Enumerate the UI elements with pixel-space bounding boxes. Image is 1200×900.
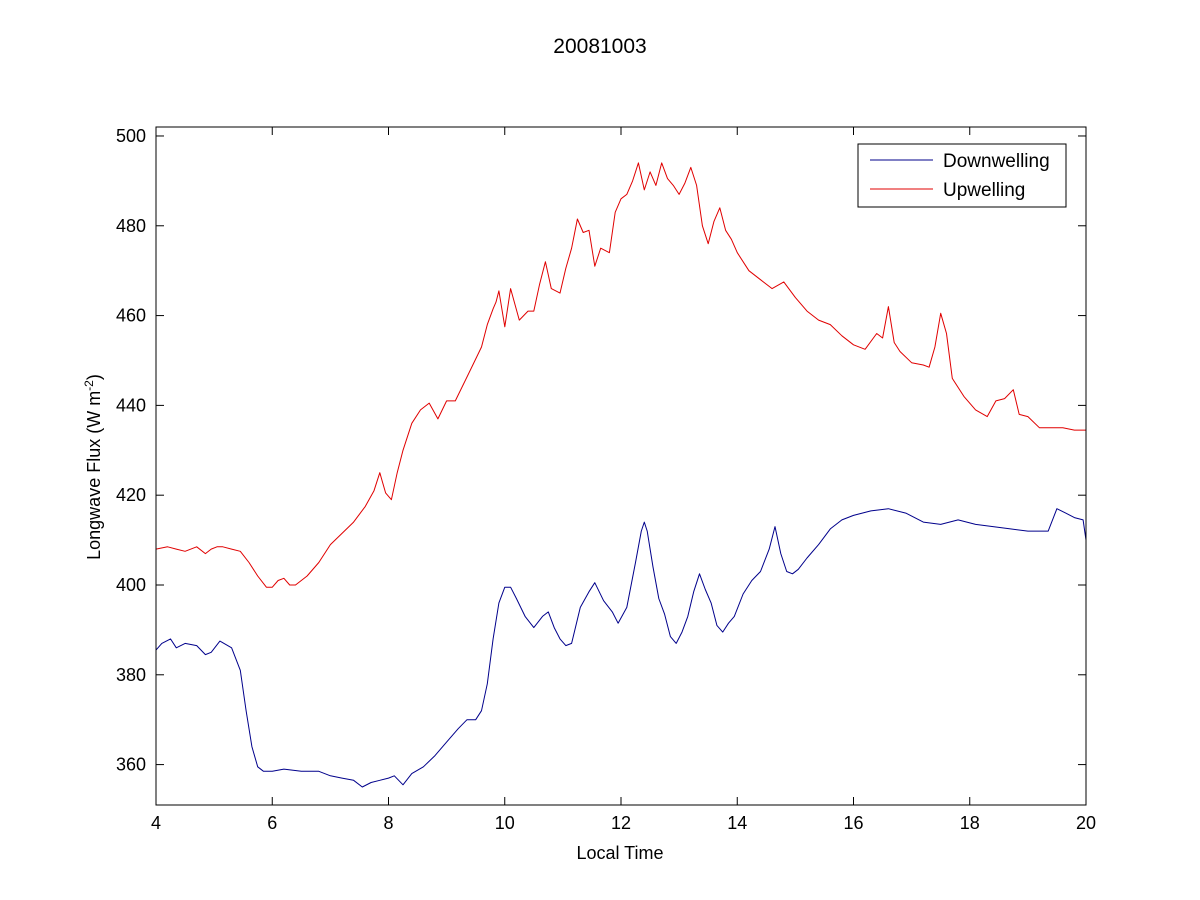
y-tick-label: 360 xyxy=(116,755,146,775)
x-tick-label: 18 xyxy=(960,813,980,833)
y-axis-label-end: ) xyxy=(84,374,104,380)
x-tick-label: 12 xyxy=(611,813,631,833)
y-axis-label-sup: -2 xyxy=(82,380,96,391)
x-tick-label: 6 xyxy=(267,813,277,833)
x-tick-label: 20 xyxy=(1076,813,1096,833)
chart-title: 20081003 xyxy=(553,35,646,58)
y-axis-label-text: Longwave Flux (W m xyxy=(84,391,104,560)
y-tick-label: 380 xyxy=(116,665,146,685)
x-tick-label: 8 xyxy=(383,813,393,833)
series-layer xyxy=(155,162,1087,788)
x-tick-label: 14 xyxy=(727,813,747,833)
y-tick-label: 480 xyxy=(116,216,146,236)
x-tick-label: 16 xyxy=(843,813,863,833)
legend: Downwelling Upwelling xyxy=(857,143,1067,208)
plot-area xyxy=(156,127,1086,805)
y-tick-label: 500 xyxy=(116,126,146,146)
y-axis-label: Longwave Flux (W m-2) xyxy=(82,374,104,560)
series-line-upwelling xyxy=(155,162,1086,588)
x-tick-label: 4 xyxy=(151,813,161,833)
tick-layer: 4 6 8 10 12 14 16 18 20 360 380 400 420 440 460 480 500 xyxy=(116,126,1096,833)
y-tick-label: 440 xyxy=(116,395,146,415)
series-line-downwelling xyxy=(155,508,1087,788)
x-axis-label: Local Time xyxy=(576,843,663,863)
x-tick-label: 10 xyxy=(495,813,515,833)
legend-label-upwelling: Upwelling xyxy=(943,180,1025,201)
legend-label-downwelling: Downwelling xyxy=(943,151,1050,172)
legend-box xyxy=(857,143,1067,208)
y-tick-label: 400 xyxy=(116,575,146,595)
y-tick-label: 420 xyxy=(116,485,146,505)
y-tick-label: 460 xyxy=(116,306,146,326)
